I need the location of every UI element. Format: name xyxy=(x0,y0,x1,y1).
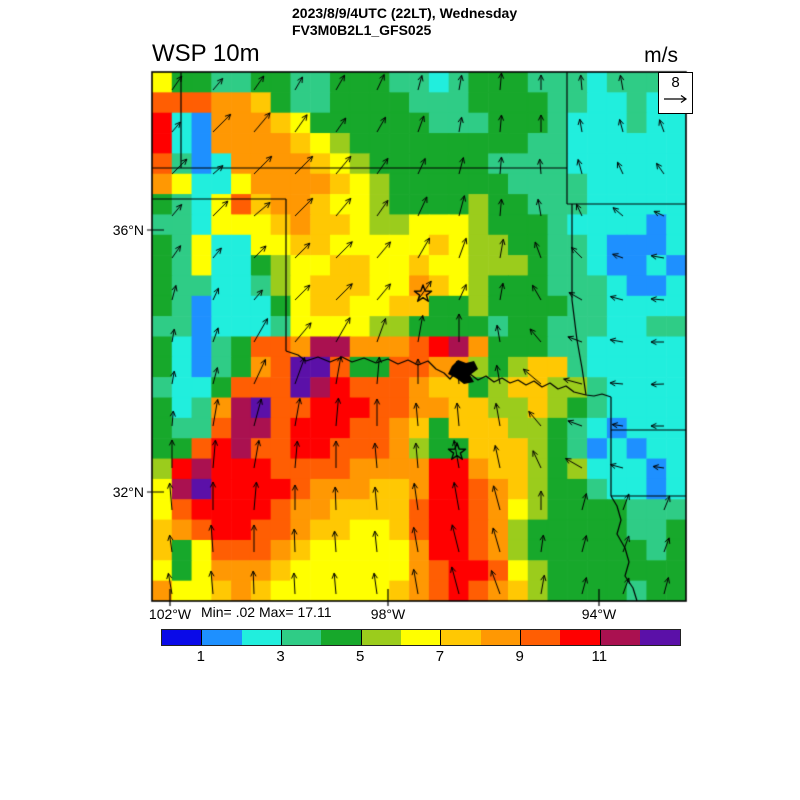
colorbar-tick xyxy=(520,630,522,645)
reference-arrow-value: 8 xyxy=(671,74,680,91)
colorbar-segment xyxy=(361,630,402,645)
colorbar-tick xyxy=(440,630,442,645)
colorbar-tick-label: 3 xyxy=(276,648,285,665)
colorbar-tick xyxy=(281,630,283,645)
x-axis-tick-label: 98°W xyxy=(370,606,406,622)
colorbar-segment xyxy=(520,630,561,645)
colorbar-segment xyxy=(480,630,521,645)
colorbar-segment xyxy=(560,630,601,645)
colorbar-segment xyxy=(600,630,641,645)
colorbar-segment xyxy=(321,630,362,645)
colorbar-segment xyxy=(401,630,441,645)
reference-arrow-box: 8 xyxy=(658,72,693,114)
colorbar-tick xyxy=(201,630,203,645)
reference-arrow-icon xyxy=(664,95,688,103)
colorbar-tick xyxy=(599,630,601,645)
colorbar-tick-label: 7 xyxy=(435,648,445,665)
colorbar-segment xyxy=(241,630,282,645)
colorbar-tick-label: 9 xyxy=(515,648,524,665)
y-axis-tick-label: 36°N xyxy=(112,222,144,238)
colorbar-tick-label: 11 xyxy=(591,648,608,665)
x-axis-tick-label: 94°W xyxy=(581,606,617,622)
colorbar xyxy=(161,629,681,646)
minmax-stats: Min= .02 Max= 17.11 xyxy=(201,604,332,620)
colorbar-segment xyxy=(440,630,481,645)
colorbar-segment xyxy=(201,630,242,645)
colorbar-segment xyxy=(281,630,322,645)
colorbar-segment xyxy=(162,630,202,645)
colorbar-segment xyxy=(640,630,680,645)
colorbar-tick-label: 1 xyxy=(196,648,206,665)
wind-speed-map-canvas xyxy=(0,0,800,700)
colorbar-tick-label: 5 xyxy=(356,648,365,665)
colorbar-tick xyxy=(360,630,362,645)
y-axis-tick-label: 32°N xyxy=(112,484,144,500)
x-axis-tick-label: 102°W xyxy=(148,606,192,622)
